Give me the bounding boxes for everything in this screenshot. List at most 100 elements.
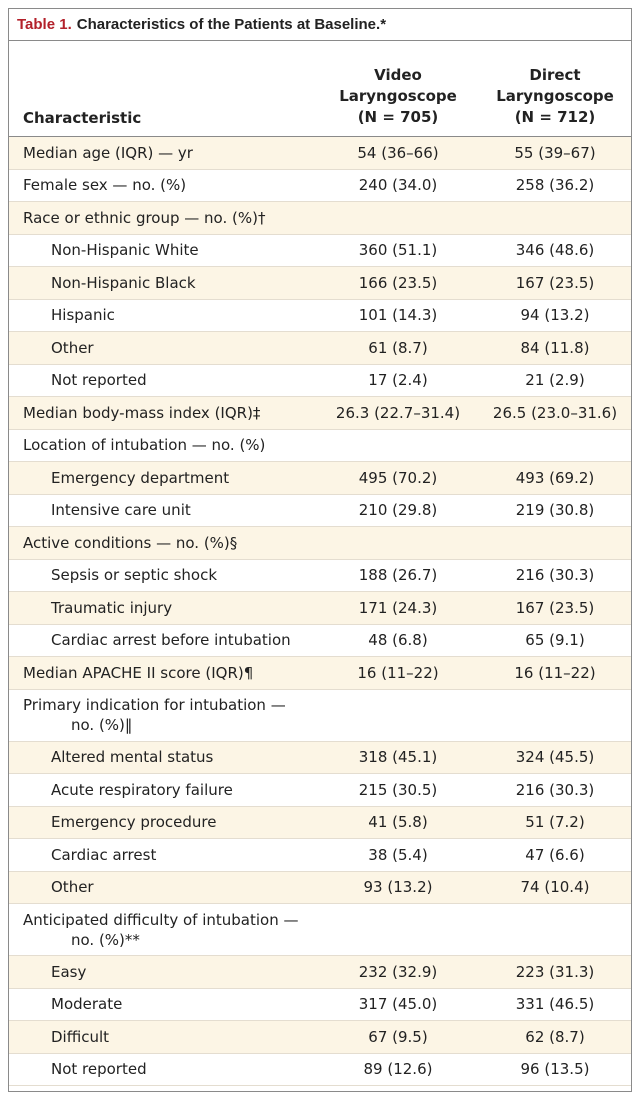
direct-value: 21 (2.9)	[525, 371, 585, 390]
table-row: Traumatic injury 171 (24.3) 167 (23.5)	[9, 592, 631, 625]
label-text: Intensive care unit	[51, 501, 191, 520]
table-row: Female sex — no. (%) 240 (34.0) 258 (36.2)	[9, 170, 631, 202]
video-value: 318 (45.1)	[358, 748, 438, 767]
direct-value: 55 (39–67)	[514, 143, 596, 162]
row-label: Non-Hispanic Black	[9, 273, 317, 293]
video-value: 26.3 (22.7–31.4)	[335, 403, 461, 422]
direct-value: 62 (8.7)	[525, 1027, 585, 1046]
video-value: 171 (24.3)	[358, 598, 438, 617]
label-text: Moderate	[51, 995, 123, 1014]
direct-value: 26.5 (23.0–31.6)	[492, 403, 618, 422]
video-cell: 240 (34.0)	[317, 176, 479, 194]
label-text: Active conditions — no. (%)§	[23, 533, 238, 552]
direct-cell: 216 (30.3)	[479, 781, 631, 799]
video-value: 17 (2.4)	[368, 371, 428, 390]
direct-value: 223 (31.3)	[515, 962, 595, 981]
table-row: Active conditions — no. (%)§	[9, 527, 631, 560]
direct-cell: 223 (31.3)	[479, 963, 631, 981]
label-text: Cardiac arrest	[51, 845, 157, 864]
label-text: Median APACHE II score (IQR)¶	[23, 663, 254, 682]
table-row: Other 61 (8.7) 84 (11.8)	[9, 332, 631, 365]
video-cell: 89 (12.6)	[317, 1060, 479, 1078]
table-row: Median APACHE II score (IQR)¶ 16 (11–22) 1…	[9, 657, 631, 690]
direct-cell: 65 (9.1)	[479, 631, 631, 649]
table-row: Emergency department 495 (70.2) 493 (69.2)	[9, 462, 631, 495]
row-label: Active conditions — no. (%)§	[9, 533, 317, 553]
row-label: Intensive care unit	[9, 500, 317, 520]
label-text: Median age (IQR) — yr	[23, 143, 193, 162]
label-text: Other	[51, 878, 94, 897]
direct-value: 331 (46.5)	[515, 995, 595, 1014]
direct-cell: 47 (6.6)	[479, 846, 631, 864]
table-row: Primary indication for intubation — no. (…	[9, 690, 631, 742]
label-text: Location of intubation — no. (%)	[23, 436, 266, 455]
direct-cell: 26.5 (23.0–31.6)	[479, 404, 631, 422]
video-cell: 495 (70.2)	[317, 469, 479, 487]
video-value: 38 (5.4)	[368, 845, 428, 864]
label-text: Difficult	[51, 1027, 110, 1046]
video-cell: 67 (9.5)	[317, 1028, 479, 1046]
row-label: Not reported	[9, 1059, 317, 1079]
label-text: Not reported	[51, 1060, 147, 1079]
row-label: Acute respiratory failure	[9, 780, 317, 800]
direct-value: 94 (13.2)	[520, 306, 590, 325]
table-row: Not reported 17 (2.4) 21 (2.9)	[9, 365, 631, 397]
header-line: Video	[374, 66, 422, 84]
row-label: Anticipated difficulty of intubation — no…	[9, 910, 317, 950]
row-label: Race or ethnic group — no. (%)†	[9, 208, 317, 228]
direct-cell: 493 (69.2)	[479, 469, 631, 487]
video-value: 16 (11–22)	[357, 663, 439, 682]
row-label: Easy	[9, 962, 317, 982]
row-label: Not reported	[9, 370, 317, 390]
table-label: Table 1.	[17, 16, 72, 33]
row-label: Hispanic	[9, 305, 317, 325]
video-value: 89 (12.6)	[363, 1060, 433, 1079]
video-cell: 210 (29.8)	[317, 501, 479, 519]
row-label: Median body-mass index (IQR)‡	[9, 403, 317, 423]
table-row: Intensive care unit 210 (29.8) 219 (30.8)	[9, 495, 631, 527]
direct-cell: 84 (11.8)	[479, 339, 631, 357]
table-row: Hispanic 101 (14.3) 94 (13.2)	[9, 300, 631, 332]
table-row: Anticipated difficulty of intubation — no…	[9, 904, 631, 956]
video-value: 360 (51.1)	[358, 241, 438, 260]
column-header: Characteristic	[9, 108, 317, 128]
direct-cell: 216 (30.3)	[479, 566, 631, 584]
video-cell: 38 (5.4)	[317, 846, 479, 864]
row-label: Emergency department	[9, 468, 317, 488]
direct-cell: 55 (39–67)	[479, 144, 631, 162]
row-label: Median age (IQR) — yr	[9, 143, 317, 163]
table-row: Race or ethnic group — no. (%)†	[9, 202, 631, 235]
row-label: Emergency procedure	[9, 812, 317, 832]
label-line: no. (%)**	[71, 930, 140, 949]
table-row: Easy 232 (32.9) 223 (31.3)	[9, 956, 631, 989]
label-text: Not reported	[51, 371, 147, 390]
direct-value: 324 (45.5)	[515, 748, 595, 767]
direct-cell: 21 (2.9)	[479, 371, 631, 389]
table-row: Cardiac arrest before intubation 48 (6.8)…	[9, 625, 631, 657]
video-cell: 16 (11–22)	[317, 664, 479, 682]
label-text: Hispanic	[51, 306, 115, 325]
video-cell: 93 (13.2)	[317, 878, 479, 896]
video-cell: 232 (32.9)	[317, 963, 479, 981]
table-title: Table 1. Characteristics of the Patients …	[9, 9, 631, 41]
row-label: Traumatic injury	[9, 598, 317, 618]
label-text: Median body-mass index (IQR)‡	[23, 403, 261, 422]
direct-cell: 219 (30.8)	[479, 501, 631, 519]
label-text: Acute respiratory failure	[51, 780, 233, 799]
direct-cell: 167 (23.5)	[479, 599, 631, 617]
direct-cell: 346 (48.6)	[479, 241, 631, 259]
label-text: Emergency department	[51, 468, 230, 487]
table-body: Characteristic Video Laryngoscope (N = 705)…	[9, 41, 631, 1086]
direct-value: 47 (6.6)	[525, 845, 585, 864]
table-row: Moderate 317 (45.0) 331 (46.5)	[9, 989, 631, 1021]
direct-cell: 74 (10.4)	[479, 878, 631, 896]
row-label: Difficult	[9, 1027, 317, 1047]
label-text: Altered mental status	[51, 748, 214, 767]
label-text: Non-Hispanic Black	[51, 273, 196, 292]
video-cell: 360 (51.1)	[317, 241, 479, 259]
header-line: Laryngoscope	[339, 87, 457, 105]
video-cell: 188 (26.7)	[317, 566, 479, 584]
label-text: Sepsis or septic shock	[51, 566, 218, 585]
table-row: Acute respiratory failure 215 (30.5) 216 (…	[9, 774, 631, 807]
